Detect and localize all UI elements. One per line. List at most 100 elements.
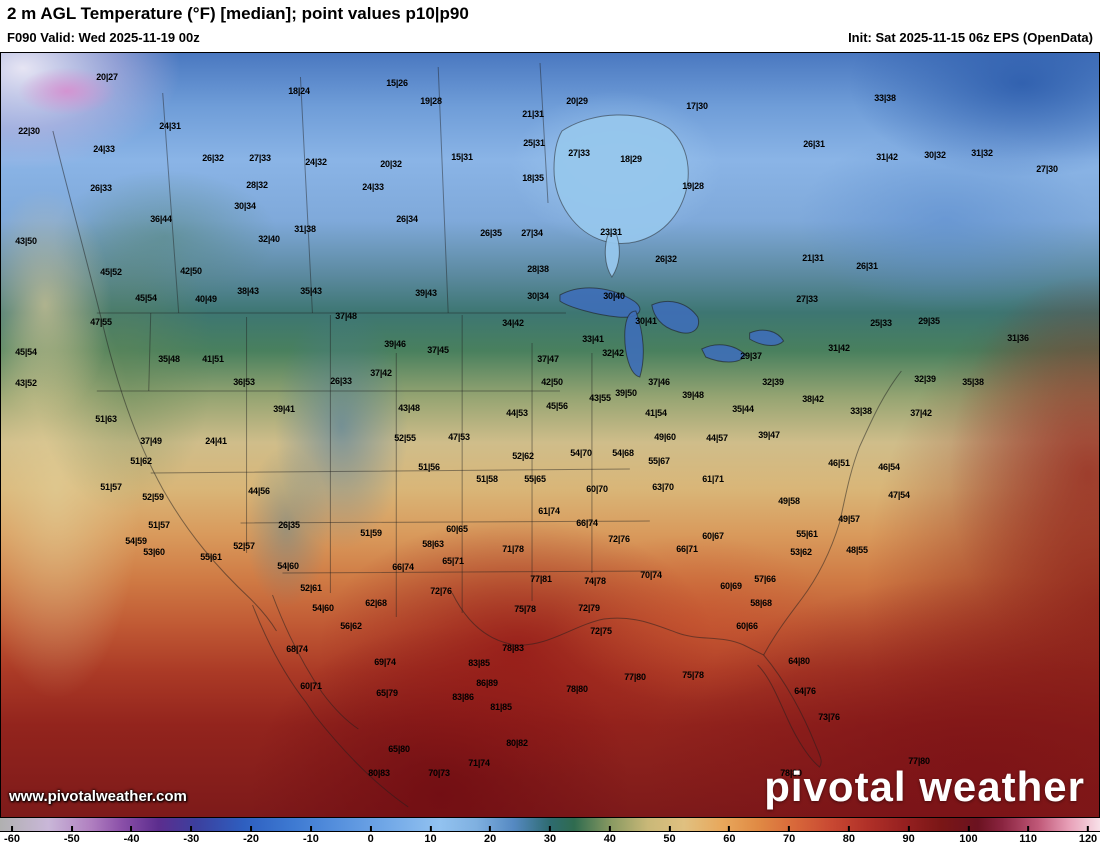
point-value: 64|80 (788, 656, 810, 666)
point-value: 65|71 (442, 556, 464, 566)
point-value: 54|70 (570, 448, 592, 458)
point-value: 54|60 (312, 603, 334, 613)
point-value: 46|51 (828, 458, 850, 468)
point-value: 72|79 (578, 603, 600, 613)
point-value: 42|50 (541, 377, 563, 387)
point-value: 17|30 (686, 101, 708, 111)
point-value: 37|42 (910, 408, 932, 418)
point-value: 60|66 (736, 621, 758, 631)
point-value: 80|83 (368, 768, 390, 778)
point-value: 86|89 (476, 678, 498, 688)
point-value: 45|56 (546, 401, 568, 411)
point-value: 30|32 (924, 150, 946, 160)
point-value: 15|31 (451, 152, 473, 162)
point-value: 43|52 (15, 378, 37, 388)
point-value: 58|63 (422, 539, 444, 549)
point-value: 32|40 (258, 234, 280, 244)
point-value: 39|50 (615, 388, 637, 398)
point-value: 32|39 (762, 377, 784, 387)
point-value: 78|80 (566, 684, 588, 694)
point-value: 26|31 (803, 139, 825, 149)
point-value: 43|50 (15, 236, 37, 246)
point-value: 66|74 (392, 562, 414, 572)
point-value: 19|28 (420, 96, 442, 106)
map-header: 2 m AGL Temperature (°F) [median]; point… (0, 0, 1100, 52)
point-value: 24|31 (159, 121, 181, 131)
point-value: 80|82 (506, 738, 528, 748)
point-value: 55|61 (796, 529, 818, 539)
colorbar-tick: -10 (303, 826, 319, 845)
point-value: 83|86 (452, 692, 474, 702)
point-value: 18|29 (620, 154, 642, 164)
point-value: 53|60 (143, 547, 165, 557)
colorbar-tick: 10 (424, 826, 437, 845)
state-borders (96, 62, 660, 617)
point-value: 62|68 (365, 598, 387, 608)
point-value: 49|58 (778, 496, 800, 506)
colorbar-tick: 90 (903, 826, 915, 845)
point-value: 36|53 (233, 377, 255, 387)
page-title: 2 m AGL Temperature (°F) [median]; point… (7, 4, 469, 23)
point-value: 77|80 (624, 672, 646, 682)
point-value: 47|53 (448, 432, 470, 442)
point-value: 32|42 (602, 348, 624, 358)
point-value: 83|85 (468, 658, 490, 668)
point-value: 21|31 (522, 109, 544, 119)
point-value: 20|27 (96, 72, 118, 82)
point-value: 15|26 (386, 78, 408, 88)
point-value: 56|62 (340, 621, 362, 631)
hudson-bay (553, 114, 689, 278)
point-value: 27|33 (796, 294, 818, 304)
point-value: 24|33 (362, 182, 384, 192)
point-value: 35|43 (300, 286, 322, 296)
point-value: 45|52 (100, 267, 122, 277)
point-value: 72|76 (430, 586, 452, 596)
point-value: 31|38 (294, 224, 316, 234)
point-value: 78|80 (780, 768, 802, 778)
point-value: 68|74 (286, 644, 308, 654)
point-value: 77|80 (908, 756, 930, 766)
map-canvas: 20|27 18|24 15|26 19|28 20|29 21|31 17|30 33|38… (0, 52, 1100, 818)
point-value: 51|62 (130, 456, 152, 466)
point-value: 26|33 (90, 183, 112, 193)
point-value: 60|69 (720, 581, 742, 591)
point-value: 52|55 (394, 433, 416, 443)
point-value: 37|42 (370, 368, 392, 378)
point-value: 60|71 (300, 681, 322, 691)
point-value: 30|34 (527, 291, 549, 301)
point-value: 20|32 (380, 159, 402, 169)
point-value: 51|63 (95, 414, 117, 424)
point-value: 44|57 (706, 433, 728, 443)
point-value: 75|78 (514, 604, 536, 614)
colorbar-tick: 50 (663, 826, 676, 845)
point-value: 19|28 (682, 181, 704, 191)
point-value: 51|57 (148, 520, 170, 530)
point-value: 30|40 (603, 291, 625, 301)
point-value: 23|31 (600, 227, 622, 237)
pivotal-weather-logo: pivotal weather (764, 763, 1085, 810)
point-value: 54|59 (125, 536, 147, 546)
point-value: 18|35 (522, 173, 544, 183)
point-value: 21|31 (802, 253, 824, 263)
coastlines (52, 130, 902, 808)
point-value: 31|42 (828, 343, 850, 353)
point-value: 34|42 (502, 318, 524, 328)
point-value: 24|32 (305, 157, 327, 167)
point-value: 43|48 (398, 403, 420, 413)
point-value: 27|33 (249, 153, 271, 163)
point-value: 31|42 (876, 152, 898, 162)
point-value: 41|54 (645, 408, 667, 418)
colorbar-tick: 70 (783, 826, 795, 845)
point-value: 28|32 (246, 180, 268, 190)
point-value: 53|62 (790, 547, 812, 557)
point-value: 35|38 (962, 377, 984, 387)
point-value: 41|51 (202, 354, 224, 364)
point-value: 61|71 (702, 474, 724, 484)
colorbar-tick: -40 (124, 826, 139, 845)
point-value: 52|59 (142, 492, 164, 502)
point-value: 27|34 (521, 228, 543, 238)
point-value: 46|54 (878, 462, 900, 472)
point-value: 72|75 (590, 626, 612, 636)
point-value: 44|56 (248, 486, 270, 496)
